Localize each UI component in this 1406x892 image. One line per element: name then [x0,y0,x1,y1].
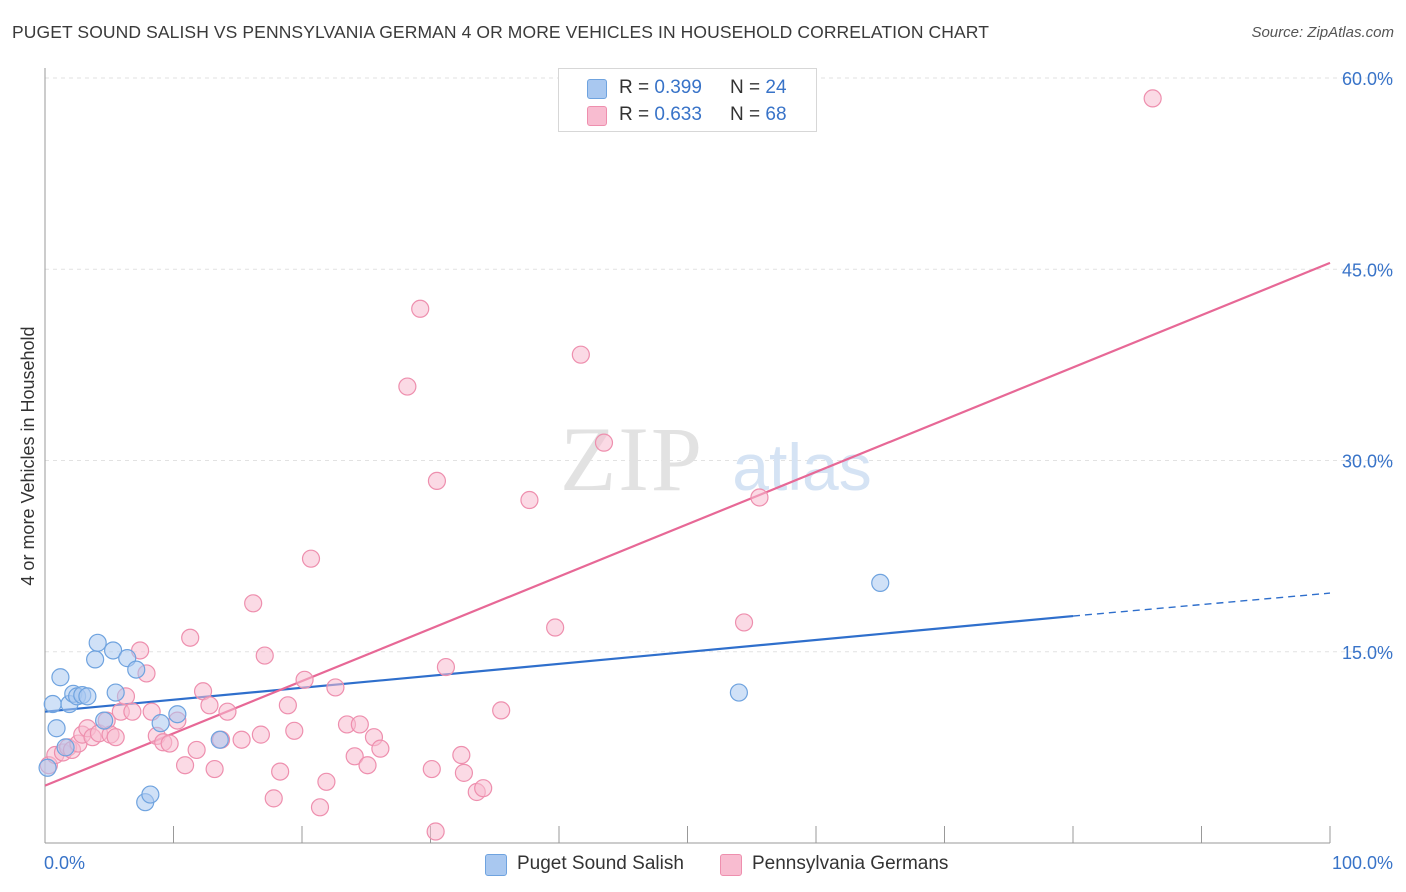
point-pennsylvania-germans [427,471,447,490]
legend-swatch-salish [587,79,607,99]
chart-title: PUGET SOUND SALISH VS PENNSYLVANIA GERMA… [12,22,989,42]
point-pennsylvania-germans [310,798,330,817]
point-puget-sound-salish [871,573,890,593]
point-pennsylvania-germans [187,740,206,760]
legend-swatch-salish-bottom [485,854,507,876]
point-pennsylvania-germans [1143,89,1162,108]
legend-swatch-pennsylvania [587,106,607,126]
point-pennsylvania-germans [285,721,304,740]
legend-r-salish: 0.399 [654,77,702,98]
point-pennsylvania-germans [734,613,754,632]
y-tick-label: 45.0% [1342,260,1393,280]
point-pennsylvania-germans [398,377,417,396]
point-puget-sound-salish [95,711,114,730]
point-pennsylvania-germans [255,646,274,665]
legend-r-pennsylvania: 0.633 [654,104,702,125]
point-pennsylvania-germans [371,739,390,758]
point-pennsylvania-germans [160,734,179,753]
point-pennsylvania-germans [301,549,321,568]
watermark-zip: ZIP [560,408,704,510]
legend-swatch-pennsylvania-bottom [720,854,742,876]
point-pennsylvania-germans [546,618,565,637]
point-pennsylvania-germans [594,433,614,452]
y-tick-label: 30.0% [1342,452,1393,472]
point-pennsylvania-germans [251,725,270,744]
point-puget-sound-salish [168,705,187,724]
x-tick-label: 0.0% [44,853,85,873]
point-pennsylvania-germans [278,696,297,715]
point-pennsylvania-germans [520,490,539,510]
trend-line-extension [1072,592,1331,617]
point-puget-sound-salish [127,660,146,679]
point-pennsylvania-germans [436,657,456,677]
point-pennsylvania-germans [123,702,142,721]
grid-lines [45,77,1395,653]
point-pennsylvania-germans [426,822,445,841]
point-puget-sound-salish [151,714,170,733]
point-pennsylvania-germans [492,701,511,720]
y-axis-label: 4 or more Vehicles in Household [18,326,38,585]
data-points [38,89,1162,841]
point-puget-sound-salish [88,633,107,652]
tick-labels: 15.0% 30.0% 45.0% 60.0% 0.0% 100.0% [44,69,1393,873]
point-puget-sound-salish [56,738,75,757]
y-tick-label: 15.0% [1342,643,1393,663]
point-pennsylvania-germans [244,594,263,613]
point-puget-sound-salish [86,650,105,669]
point-pennsylvania-germans [474,779,493,798]
point-pennsylvania-germans [106,728,125,747]
point-pennsylvania-germans [326,678,345,697]
point-pennsylvania-germans [218,702,237,721]
trend-line-salish [44,614,1074,713]
point-pennsylvania-germans [350,715,369,734]
point-puget-sound-salish [106,683,125,702]
x-tick-label: 100.0% [1332,853,1393,873]
point-pennsylvania-germans [454,763,474,782]
watermark: ZIP atlas [560,408,872,510]
point-puget-sound-salish [729,683,749,702]
point-pennsylvania-germans [175,756,195,775]
point-pennsylvania-germans [232,730,251,749]
point-pennsylvania-germans [264,789,283,808]
point-pennsylvania-germans [750,488,769,507]
point-puget-sound-salish [38,758,57,777]
point-puget-sound-salish [47,719,66,738]
point-pennsylvania-germans [452,745,471,765]
point-pennsylvania-germans [181,628,200,647]
point-pennsylvania-germans [295,670,314,689]
point-pennsylvania-germans [571,345,590,364]
point-puget-sound-salish [141,785,160,804]
trend-lines [44,261,1331,787]
y-tick-label: 60.0% [1342,69,1393,89]
source-credit[interactable]: Source: ZipAtlas.com [1251,24,1394,41]
legend-n-salish: 24 [765,77,787,98]
point-puget-sound-salish [51,668,70,687]
point-pennsylvania-germans [271,762,290,781]
trend-line-pennsylvania [44,261,1331,787]
point-pennsylvania-germans [200,696,219,715]
point-puget-sound-salish [43,694,62,714]
point-pennsylvania-germans [317,772,336,791]
legend-n-pennsylvania: 68 [765,104,787,125]
correlation-legend: R = 0.399 N = 24 R = 0.633 N = 68 [558,68,817,132]
point-puget-sound-salish [210,730,229,749]
point-puget-sound-salish [104,641,123,660]
point-pennsylvania-germans [411,299,430,318]
point-pennsylvania-germans [422,759,441,779]
point-pennsylvania-germans [358,756,377,775]
point-puget-sound-salish [78,687,97,706]
point-pennsylvania-germans [205,759,224,779]
axes [44,68,1331,844]
point-pennsylvania-germans [345,747,364,766]
